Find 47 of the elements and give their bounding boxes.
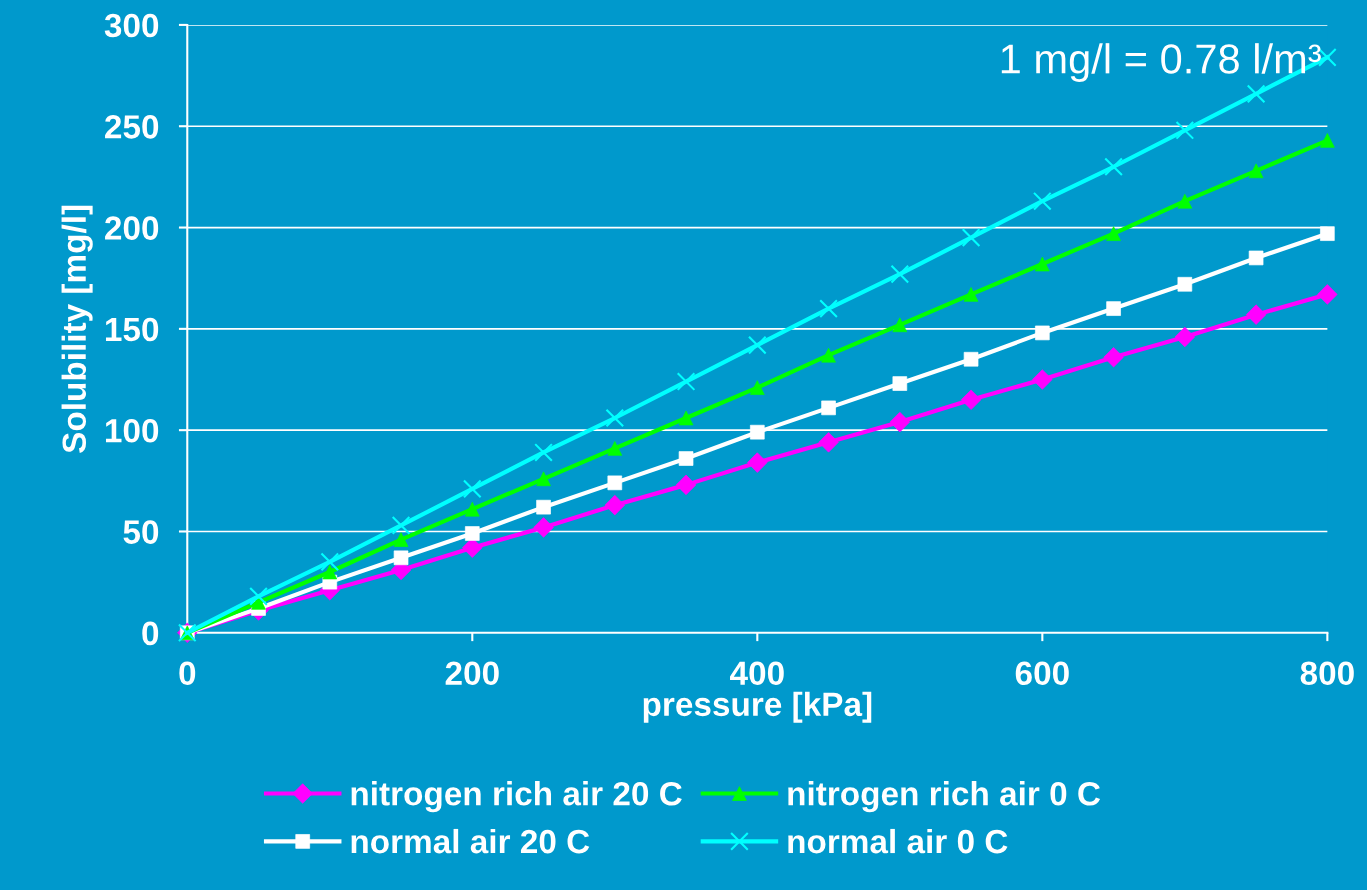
point <box>320 552 340 572</box>
point <box>534 443 553 462</box>
point <box>676 372 696 391</box>
point <box>892 317 908 333</box>
legend-label: nitrogen rich air 0 C <box>788 781 1101 813</box>
legend-label: normal air 20 C <box>351 828 590 854</box>
y-tick-label: 250 <box>105 115 159 139</box>
point <box>961 228 981 248</box>
x-tick-label: 400 <box>730 661 784 686</box>
point <box>963 351 979 367</box>
y-tick-label: 150 <box>105 317 159 342</box>
point <box>249 586 268 606</box>
point <box>1104 157 1123 177</box>
point <box>1032 191 1052 211</box>
annotation: 1 mg/l = 0.78 l/m³ <box>1001 43 1321 82</box>
point <box>750 424 765 440</box>
x-tick-label: 600 <box>1015 661 1069 686</box>
x-tick-label: 800 <box>1300 661 1354 686</box>
point <box>605 408 625 428</box>
point <box>1106 301 1121 316</box>
point <box>604 494 625 516</box>
y-tick-label: 200 <box>105 216 159 240</box>
point <box>960 389 982 410</box>
point <box>393 550 409 566</box>
point <box>1174 326 1196 348</box>
x-tick-label: 200 <box>445 661 499 686</box>
point <box>1245 304 1267 325</box>
x-tick-label: 0 <box>179 661 196 686</box>
legend-label: nitrogen rich air 20 C <box>351 781 682 813</box>
y-axis-title: Solubility [mg/l] <box>61 205 93 453</box>
point <box>391 516 411 535</box>
point <box>750 380 765 395</box>
point <box>1175 120 1195 140</box>
y-tick-label: 0 <box>142 621 159 646</box>
point <box>747 335 767 355</box>
y-tick-label: 50 <box>123 520 159 544</box>
x-axis-title: pressure [kPa] <box>643 691 872 723</box>
point <box>1103 347 1124 368</box>
point <box>892 376 908 391</box>
point <box>890 264 910 284</box>
legend-label: normal air 0 C <box>788 828 1008 854</box>
point <box>819 299 838 318</box>
point <box>1246 84 1266 104</box>
y-tick-label: 100 <box>105 418 159 443</box>
point <box>462 479 482 499</box>
point <box>1248 250 1264 266</box>
y-tick-label: 300 <box>104 13 159 38</box>
